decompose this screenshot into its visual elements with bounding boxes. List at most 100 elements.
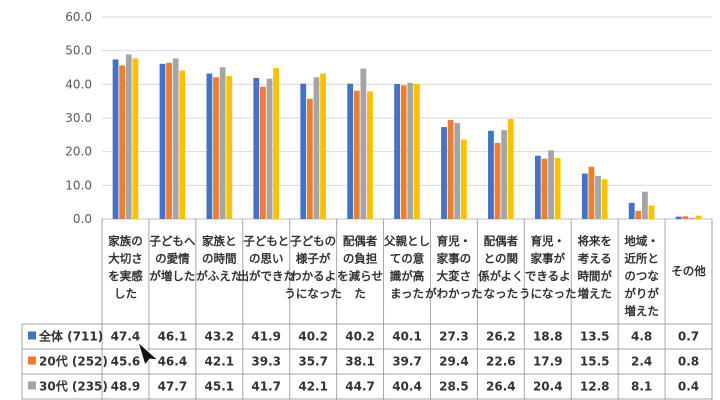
- category-label: 家族と: [202, 234, 237, 248]
- bar: [112, 59, 119, 219]
- category-label: うになった: [284, 287, 342, 301]
- legend-key: [28, 381, 36, 390]
- bar: [347, 83, 354, 219]
- table-cell-value: 13.5: [580, 330, 610, 344]
- category-label: 育児・: [437, 234, 472, 248]
- bar: [353, 90, 360, 219]
- table-cell-value: 18.8: [533, 330, 563, 344]
- table-cell-value: 28.5: [439, 380, 469, 394]
- bar: [273, 67, 280, 219]
- bar: [601, 179, 608, 219]
- bar: [400, 85, 407, 220]
- table-cell-value: 43.2: [205, 330, 235, 344]
- category-label: を減らせ: [337, 269, 383, 283]
- table-cell-value: 40.1: [392, 330, 422, 344]
- category-label: の負担: [343, 252, 378, 266]
- bar: [541, 158, 548, 219]
- y-tick-label: 50.0: [65, 44, 92, 58]
- bar: [548, 150, 554, 219]
- table-cell-value: 29.4: [439, 355, 469, 369]
- bar: [454, 123, 461, 219]
- mouse-pointer-icon: [136, 340, 160, 366]
- bar: [675, 216, 682, 219]
- category-label: わかるよ: [290, 269, 336, 283]
- category-label: 考える: [578, 252, 612, 266]
- bar: [588, 166, 595, 219]
- bar: [172, 58, 179, 219]
- table-cell-value: 15.5: [580, 355, 610, 369]
- table-cell-value: 47.4: [111, 330, 141, 344]
- table-cell-value: 40.4: [392, 380, 422, 394]
- category-label: 様子が: [296, 252, 331, 266]
- table-cell-value: 12.8: [580, 380, 610, 394]
- bar: [581, 173, 588, 219]
- category-label: 増えた: [624, 304, 659, 318]
- table-cell-value: 47.7: [158, 380, 188, 394]
- bar: [306, 98, 313, 219]
- table-cell-value: 20.4: [533, 380, 563, 394]
- category-label: 大切さ: [108, 252, 143, 266]
- bar: [628, 202, 635, 219]
- bar: [159, 63, 166, 220]
- row-label: 20代 (252): [39, 354, 108, 369]
- category-label: を実感: [108, 269, 143, 283]
- category-label: ての意: [390, 252, 425, 266]
- category-label: 家事が: [531, 252, 566, 266]
- category-label: 将来を: [577, 234, 612, 248]
- category-label: 子どもへ: [149, 234, 195, 248]
- table-cell-value: 40.2: [345, 330, 375, 344]
- bar: [648, 205, 655, 219]
- table-cell-value: 42.1: [298, 380, 328, 394]
- bar: [447, 120, 454, 219]
- bar: [407, 82, 414, 219]
- bar: [554, 158, 561, 219]
- table-cell-value: 41.7: [251, 380, 281, 394]
- category-label: との関: [484, 252, 518, 266]
- bar: [414, 83, 420, 219]
- category-label: 子どもの: [290, 234, 336, 248]
- category-label: 育児・: [531, 234, 566, 248]
- category-label: 家事の: [437, 252, 472, 266]
- bar: [300, 83, 307, 219]
- y-tick-label: 10.0: [65, 178, 92, 192]
- bar: [266, 78, 273, 219]
- table-cell-value: 39.7: [392, 355, 422, 369]
- category-label: なった: [484, 287, 519, 301]
- category-label: 識が高: [390, 269, 425, 283]
- category-label: その他: [671, 264, 706, 278]
- category-label: がふえた: [196, 269, 242, 283]
- bar: [125, 54, 132, 220]
- category-label: 地域・: [624, 234, 659, 248]
- bar: [360, 68, 367, 219]
- row-label: 全体 (711): [38, 329, 103, 344]
- category-label: が増した: [149, 269, 195, 283]
- category-label: の愛情: [155, 252, 190, 266]
- category-label: うになった: [519, 287, 577, 301]
- table-cell-value: 48.9: [111, 380, 141, 394]
- table-cell-value: 2.4: [631, 355, 652, 369]
- category-label: のつな: [624, 269, 659, 283]
- category-label: の時間: [202, 252, 237, 266]
- y-tick-label: 0.0: [73, 212, 92, 226]
- table-cell-value: 0.4: [678, 380, 699, 394]
- table-cell-value: 46.4: [158, 355, 188, 369]
- bars: [112, 54, 702, 220]
- bar: [534, 155, 541, 219]
- bar: [695, 215, 702, 219]
- table-cell-value: 17.9: [533, 355, 563, 369]
- bar: [219, 67, 226, 219]
- bar: [595, 175, 601, 219]
- bar: [488, 130, 494, 219]
- category-label: の思い: [249, 252, 284, 266]
- bar: [682, 216, 689, 219]
- table-cell-value: 44.7: [345, 380, 375, 394]
- y-tick-label: 30.0: [65, 111, 92, 125]
- y-tick-label: 20.0: [65, 145, 92, 159]
- table-cell-value: 45.1: [205, 380, 235, 394]
- category-label: 大変さ: [437, 269, 472, 283]
- category-label: 子どもと: [243, 234, 289, 248]
- bar: [507, 119, 514, 219]
- bar: [226, 75, 233, 220]
